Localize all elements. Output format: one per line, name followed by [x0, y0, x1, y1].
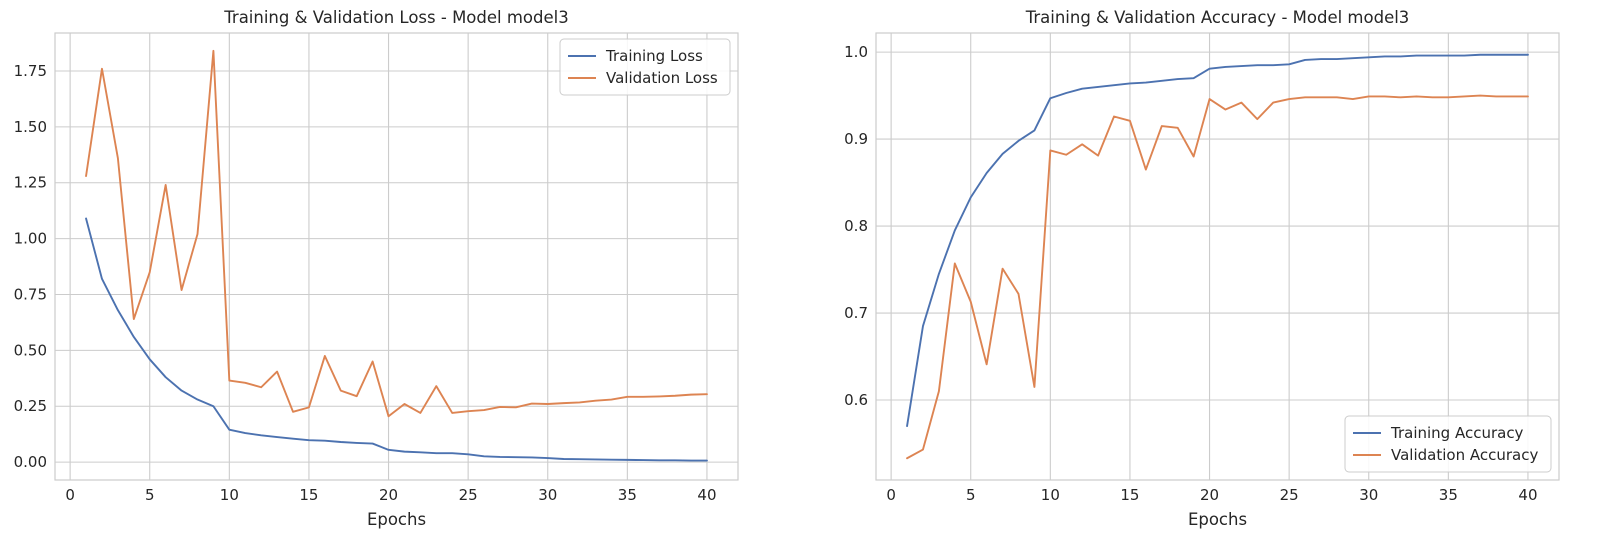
loss-plot-area — [54, 32, 739, 481]
loss-xtick-label: 35 — [618, 486, 637, 504]
loss-legend-label: Validation Loss — [606, 69, 718, 87]
loss-xtick-label: 0 — [65, 486, 75, 504]
loss-xtick-label: 40 — [697, 486, 716, 504]
loss-ytick-label: 1.50 — [14, 118, 47, 136]
accuracy-legend-label: Validation Accuracy — [1391, 446, 1538, 464]
loss-legend-label: Training Loss — [605, 47, 703, 65]
accuracy-series-line-training — [906, 53, 1529, 428]
loss-series-line-validation — [85, 49, 708, 418]
accuracy-xtick-label: 25 — [1280, 486, 1299, 504]
accuracy-xtick-label: 20 — [1200, 486, 1219, 504]
loss-chart: Epochs 0 5 10 15 20 25 30 35 40 0.00 0.25 0.50 0.75 1… — [14, 8, 739, 529]
accuracy-legend-label: Training Accuracy — [1390, 424, 1524, 442]
loss-ytick-label: 0.00 — [14, 453, 47, 471]
accuracy-ytick-label: 0.9 — [844, 130, 868, 148]
loss-ytick-label: 0.75 — [14, 285, 47, 303]
loss-ytick-label: 0.25 — [14, 397, 47, 415]
loss-xtick-label: 30 — [538, 486, 557, 504]
accuracy-plot-area — [875, 32, 1560, 481]
accuracy-ytick-label: 0.6 — [844, 391, 868, 409]
accuracy-xtick-label: 15 — [1120, 486, 1139, 504]
loss-ytick-label: 1.75 — [14, 62, 47, 80]
loss-xtick-label: 15 — [299, 486, 318, 504]
accuracy-xtick-label: 0 — [886, 486, 896, 504]
accuracy-chart-title: Training & Validation Accuracy - Model m… — [1025, 8, 1410, 27]
loss-xtick-label: 10 — [220, 486, 239, 504]
loss-legend: Training Loss Validation Loss — [559, 38, 731, 96]
loss-ytick-label: 0.50 — [14, 341, 47, 359]
loss-chart-title: Training & Validation Loss - Model model… — [223, 8, 568, 27]
loss-ytick-label: 1.00 — [14, 230, 47, 248]
accuracy-ytick-label: 0.7 — [844, 304, 868, 322]
accuracy-xtick-label: 5 — [966, 486, 976, 504]
loss-legend-box — [559, 38, 731, 96]
loss-xtick-label: 25 — [459, 486, 478, 504]
accuracy-chart: Epochs 0 5 10 15 20 25 30 35 40 0.6 0.7 0.8 0.9 1.0 Tr… — [844, 8, 1560, 529]
accuracy-xtick-label: 40 — [1518, 486, 1537, 504]
accuracy-ytick-label: 1.0 — [844, 43, 868, 61]
loss-series-line-training — [85, 217, 708, 462]
accuracy-xtick-label: 30 — [1359, 486, 1378, 504]
loss-xtick-label: 5 — [145, 486, 155, 504]
accuracy-chart-xlabel: Epochs — [1188, 510, 1247, 529]
accuracy-xtick-label: 35 — [1439, 486, 1458, 504]
loss-chart-xlabel: Epochs — [367, 510, 426, 529]
loss-ytick-label: 1.25 — [14, 174, 47, 192]
accuracy-xtick-label: 10 — [1041, 486, 1060, 504]
accuracy-legend-box — [1344, 415, 1552, 473]
accuracy-legend: Training Accuracy Validation Accuracy — [1344, 415, 1552, 473]
accuracy-grid — [876, 33, 1559, 480]
accuracy-series-line-validation — [906, 94, 1529, 460]
accuracy-ytick-label: 0.8 — [844, 217, 868, 235]
loss-grid — [55, 33, 738, 480]
loss-xtick-label: 20 — [379, 486, 398, 504]
